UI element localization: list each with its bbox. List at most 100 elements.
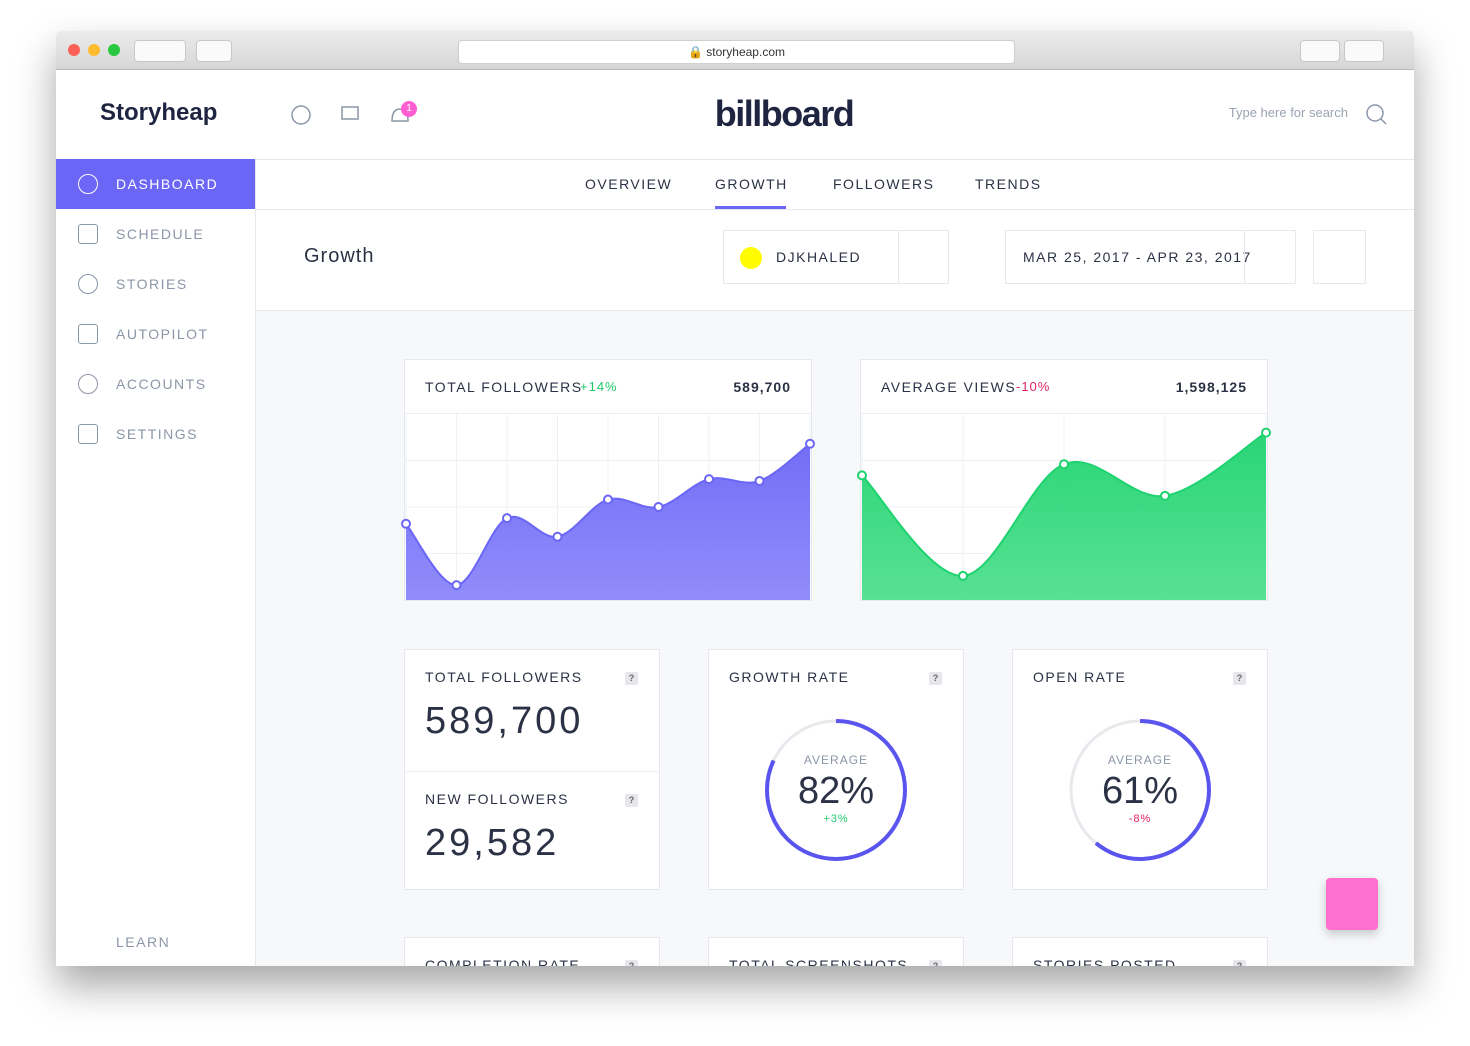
address-bar[interactable]: 🔒 storyheap.com: [458, 40, 1015, 64]
help-icon[interactable]: ?: [929, 672, 942, 685]
sidebar-label: ACCOUNTS: [116, 376, 207, 392]
sidebar-item[interactable]: AUTOPILOT: [56, 309, 255, 359]
sidebar-icon: [78, 174, 98, 194]
stat-title: COMPLETION RATE: [425, 957, 581, 966]
stat-card: OPEN RATE? AVERAGE 61% -8%: [1012, 649, 1268, 890]
ring-caption: AVERAGE: [803, 753, 869, 767]
stat-card: GROWTH RATE? AVERAGE 82% +3%: [708, 649, 964, 890]
tab-underline: [715, 206, 786, 209]
chart-change: -10%: [1016, 379, 1051, 394]
nav-buttons[interactable]: [134, 40, 186, 62]
help-icon[interactable]: ?: [1233, 960, 1246, 966]
sidebar-item[interactable]: SCHEDULE: [56, 209, 255, 259]
stat-title: OPEN RATE: [1033, 669, 1127, 685]
sidebar-label: AUTOPILOT: [116, 326, 209, 342]
stat-value: 589,700: [425, 700, 584, 742]
share-button[interactable]: [1300, 40, 1340, 62]
help-icon[interactable]: ?: [1233, 672, 1246, 685]
download-button[interactable]: [1313, 230, 1366, 284]
stat-value: 29,582: [425, 822, 560, 864]
stat-card: TOTAL FOLLOWERS? 589,700 NEW FOLLOWERS? 29,…: [404, 649, 660, 890]
data-point: [1261, 427, 1271, 438]
tab[interactable]: FOLLOWERS: [833, 176, 935, 192]
account-name: DJKHALED: [776, 249, 862, 265]
data-point: [805, 438, 815, 449]
content: TOTAL FOLLOWERS +14% 589,700 AVERAGE VIEWS -…: [256, 310, 1414, 966]
chart-total: 589,700: [733, 379, 791, 395]
data-point: [451, 580, 462, 591]
zoom-button[interactable]: [108, 44, 120, 56]
header-icons: [291, 105, 409, 125]
snapchat-icon: [740, 247, 762, 269]
area-chart: [857, 414, 1271, 600]
ring-change: +3%: [823, 813, 849, 825]
stat-card: TOTAL SCREENSHOTS?: [708, 937, 964, 966]
ring-value: 82%: [797, 770, 875, 812]
data-point: [502, 513, 512, 524]
stat-title: TOTAL FOLLOWERS: [425, 669, 583, 685]
data-point: [1160, 490, 1170, 501]
stat-title: STORIES POSTED: [1033, 957, 1177, 966]
data-point: [857, 470, 867, 481]
tab[interactable]: OVERVIEW: [585, 176, 673, 192]
chat-button[interactable]: [1326, 878, 1378, 930]
sidebar-item[interactable]: STORIES: [56, 259, 255, 309]
sidebar-item[interactable]: DASHBOARD: [56, 159, 255, 209]
search-input[interactable]: Type here for search: [1228, 105, 1348, 120]
search-icon[interactable]: [1364, 102, 1388, 126]
separator: [1244, 231, 1245, 283]
date-range-picker[interactable]: MAR 25, 2017 - APR 23, 2017: [1005, 230, 1296, 284]
data-point: [958, 570, 968, 581]
ring-chart: [765, 719, 907, 861]
help-icon[interactable]: ?: [625, 960, 638, 966]
date-range: MAR 25, 2017 - APR 23, 2017: [1023, 249, 1252, 265]
divider: [405, 771, 659, 772]
account-select[interactable]: DJKHALED: [723, 230, 949, 284]
tab[interactable]: GROWTH: [715, 176, 788, 192]
help-icon[interactable]: ?: [625, 794, 638, 807]
sidebar-label: SCHEDULE: [116, 226, 205, 242]
tabs-button[interactable]: [1344, 40, 1384, 62]
close-button[interactable]: [68, 44, 80, 56]
data-point: [1059, 459, 1069, 470]
brand[interactable]: Storyheap: [100, 99, 218, 126]
notification-badge: 1: [401, 101, 417, 117]
chart-change: +14%: [580, 379, 618, 394]
ring-caption: AVERAGE: [1107, 753, 1173, 767]
chart-card: AVERAGE VIEWS -10% 1,598,125: [857, 359, 1271, 601]
minimize-button[interactable]: [88, 44, 100, 56]
sidebar: LEARN DASHBOARD SCHEDULE STORIES AUTOPILOT A…: [56, 159, 256, 966]
url: storyheap.com: [706, 45, 785, 59]
stat-title: TOTAL SCREENSHOTS: [729, 957, 909, 966]
sidebar-button[interactable]: [196, 40, 232, 62]
ring-arc: [1069, 719, 1211, 861]
data-point: [552, 531, 563, 542]
sidebar-label: LEARN: [116, 934, 171, 950]
sidebar-item[interactable]: SETTINGS: [56, 409, 255, 459]
data-point: [603, 494, 613, 505]
chart-title: AVERAGE VIEWS: [881, 379, 1017, 395]
chart-total: 1,598,125: [1175, 379, 1247, 395]
browser-window: 🔒 storyheap.com Storyheap 1 billboard Ty…: [56, 31, 1414, 966]
divider: [56, 159, 1414, 160]
sidebar-icon: [78, 274, 98, 294]
sidebar-item[interactable]: LEARN: [56, 917, 255, 966]
sidebar-label: DASHBOARD: [116, 176, 219, 192]
divider: [405, 413, 811, 414]
data-point: [754, 475, 765, 486]
help-icon[interactable]: ?: [625, 672, 638, 685]
ring-value: 61%: [1101, 770, 1179, 812]
separator: [898, 231, 899, 283]
area-chart: [401, 414, 815, 600]
chart-title: TOTAL FOLLOWERS: [425, 379, 583, 395]
browser-toolbar: 🔒 storyheap.com: [56, 31, 1414, 70]
sidebar-item[interactable]: ACCOUNTS: [56, 359, 255, 409]
sidebar-icon: [78, 224, 98, 244]
tab[interactable]: TRENDS: [975, 176, 1042, 192]
messages-icon[interactable]: [341, 106, 359, 120]
profile-icon[interactable]: [291, 105, 311, 125]
ring-chart: [1069, 719, 1211, 861]
help-icon[interactable]: ?: [929, 960, 942, 966]
data-point: [401, 518, 411, 529]
